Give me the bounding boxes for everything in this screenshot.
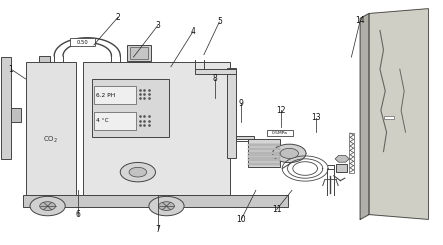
- Polygon shape: [335, 156, 349, 162]
- Circle shape: [129, 167, 147, 177]
- Text: 6.2 PH: 6.2 PH: [96, 93, 115, 98]
- Bar: [248, 152, 280, 154]
- Text: 7: 7: [155, 225, 160, 233]
- Circle shape: [30, 196, 65, 216]
- Circle shape: [272, 144, 306, 163]
- Circle shape: [40, 202, 55, 210]
- Bar: [336, 164, 347, 172]
- Bar: [130, 47, 148, 59]
- Text: 10: 10: [237, 215, 246, 224]
- Bar: [70, 38, 95, 46]
- Text: 3: 3: [155, 21, 160, 30]
- Bar: [385, 116, 394, 119]
- Text: 14: 14: [355, 16, 365, 25]
- Bar: [248, 163, 280, 165]
- Bar: [83, 62, 230, 195]
- Bar: [248, 148, 280, 150]
- Bar: [39, 56, 50, 62]
- Text: 1: 1: [9, 65, 13, 74]
- Circle shape: [280, 148, 299, 159]
- Polygon shape: [369, 9, 428, 219]
- Bar: [127, 45, 151, 61]
- Bar: [11, 108, 21, 122]
- Text: 4: 4: [190, 27, 195, 36]
- Text: 5: 5: [217, 17, 222, 26]
- Circle shape: [149, 196, 184, 216]
- Bar: [94, 86, 136, 104]
- Bar: [248, 144, 280, 146]
- Bar: [227, 68, 237, 158]
- Bar: [248, 155, 280, 158]
- Polygon shape: [360, 13, 369, 219]
- Bar: [94, 112, 136, 130]
- Text: 2: 2: [116, 13, 120, 22]
- Text: 11: 11: [272, 205, 281, 214]
- Bar: [1, 57, 11, 159]
- Text: 8: 8: [213, 74, 217, 83]
- Circle shape: [159, 202, 175, 210]
- Bar: [195, 69, 237, 74]
- Text: 6: 6: [76, 210, 81, 219]
- Bar: [267, 130, 293, 136]
- Text: CO$_2$: CO$_2$: [43, 134, 58, 145]
- Bar: [237, 135, 254, 139]
- Bar: [349, 133, 354, 173]
- Bar: [92, 79, 169, 137]
- Circle shape: [120, 162, 155, 182]
- Text: 12: 12: [276, 106, 286, 115]
- Text: 4 °C: 4 °C: [96, 118, 109, 123]
- Bar: [248, 139, 280, 167]
- Text: 13: 13: [311, 113, 321, 122]
- Bar: [23, 195, 288, 207]
- Bar: [26, 62, 76, 195]
- Bar: [248, 159, 280, 161]
- Text: 0.5MPa: 0.5MPa: [272, 131, 288, 135]
- Text: 0.50: 0.50: [77, 40, 88, 45]
- Text: 9: 9: [239, 99, 244, 108]
